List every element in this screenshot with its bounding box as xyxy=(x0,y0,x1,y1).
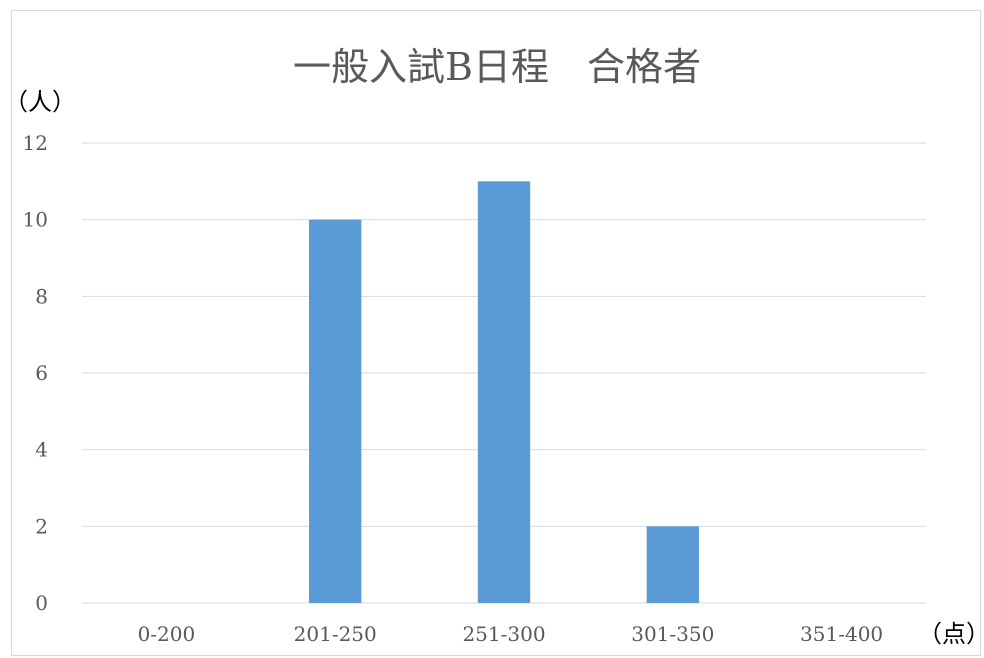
bars xyxy=(309,181,699,604)
y-axis-ticks: 0 2 4 6 8 10 12 xyxy=(23,131,48,615)
y-axis-unit-label: （人） xyxy=(4,88,76,116)
x-tick-label: 301-350 xyxy=(631,622,714,646)
y-tick-label: 0 xyxy=(35,591,48,615)
x-axis-ticks: 0-200 201-250 251-300 301-350 351-400 xyxy=(138,622,884,646)
y-tick-label: 8 xyxy=(35,284,48,308)
x-tick-label: 0-200 xyxy=(138,622,196,646)
bar-301-350 xyxy=(646,526,699,603)
y-tick-label: 12 xyxy=(23,131,48,155)
bar-251-300 xyxy=(477,181,531,604)
y-tick-label: 4 xyxy=(35,438,48,462)
bar-201-250 xyxy=(309,219,362,603)
y-tick-label: 2 xyxy=(35,514,48,538)
y-tick-label: 6 xyxy=(35,361,48,385)
x-tick-label: 201-250 xyxy=(294,622,377,646)
chart-title: 一般入試B日程 合格者 xyxy=(293,45,701,89)
x-tick-label: 351-400 xyxy=(800,622,883,646)
x-axis-unit-label: （点） xyxy=(918,620,984,648)
x-tick-label: 251-300 xyxy=(462,622,545,646)
y-tick-label: 10 xyxy=(23,208,48,232)
